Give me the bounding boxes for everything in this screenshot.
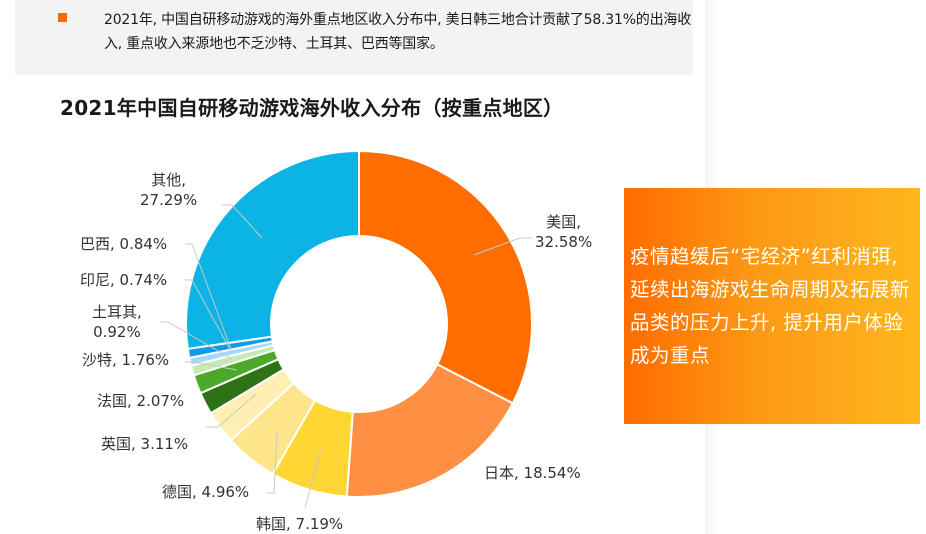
- callout-text: 疫情趋缓后“宅经济”红利消弭, 延续出海游戏生命周期及拓展新品类的压力上升, 提…: [630, 245, 911, 367]
- label-saudi: 沙特, 1.76%: [82, 351, 170, 369]
- label-other-value: 27.29%: [140, 191, 198, 209]
- bullet-square-icon: [58, 13, 67, 22]
- label-us-name: 美国,: [546, 213, 581, 231]
- label-brazil: 巴西, 0.84%: [80, 235, 168, 253]
- label-indonesia: 印尼, 0.74%: [80, 271, 168, 289]
- label-other-name: 其他,: [151, 171, 186, 189]
- label-japan: 日本, 18.54%: [484, 464, 581, 482]
- callout-box: 疫情趋缓后“宅经济”红利消弭, 延续出海游戏生命周期及拓展新品类的压力上升, 提…: [624, 188, 920, 424]
- leader-line-germany: [266, 431, 278, 494]
- leader-line-us: [473, 237, 532, 256]
- label-turkey-value: 0.92%: [93, 323, 141, 341]
- summary-box: 2021年, 中国自研移动游戏的海外重点地区收入分布中, 美日韩三地合计贡献了5…: [15, 0, 693, 75]
- leader-line-other: [222, 204, 263, 239]
- donut-slices: [185, 149, 533, 498]
- label-turkey-name: 土耳其,: [92, 303, 142, 321]
- leader-line-indonesia: [185, 279, 233, 354]
- label-us-value: 32.58%: [535, 233, 593, 251]
- leader-line-uk: [206, 393, 257, 428]
- label-france: 法国, 2.07%: [97, 392, 185, 410]
- leader-line-turkey: [160, 321, 233, 360]
- donut-slice-美国: [358, 149, 533, 405]
- label-other: 其他, 27.29%: [140, 170, 197, 210]
- leader-lines: [160, 204, 532, 509]
- summary-text: 2021年, 中国自研移动游戏的海外重点地区收入分布中, 美日韩三地合计贡献了5…: [104, 12, 692, 52]
- label-us: 美国, 32.58%: [535, 212, 592, 252]
- donut-slice-日本: [345, 362, 515, 498]
- label-germany: 德国, 4.96%: [162, 483, 250, 501]
- leader-line-korea: [304, 449, 322, 509]
- leader-line-brazil: [185, 243, 232, 350]
- label-uk: 英国, 3.11%: [101, 435, 189, 453]
- donut-slice-其他: [185, 149, 360, 350]
- label-korea: 韩国, 7.19%: [256, 515, 344, 533]
- leader-line-saudi: [185, 361, 238, 371]
- chart-title: 2021年中国自研移动游戏海外收入分布（按重点地区）: [60, 96, 564, 120]
- label-turkey: 土耳其, 0.92%: [92, 302, 142, 342]
